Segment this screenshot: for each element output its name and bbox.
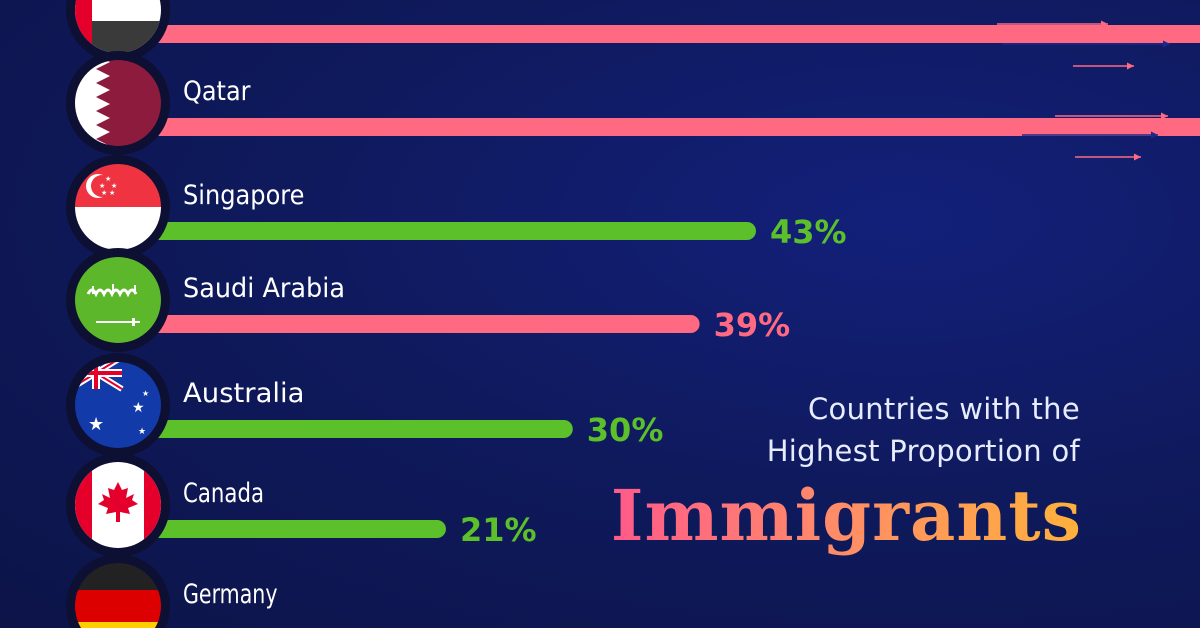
bar-singapore — [150, 222, 756, 240]
uae-flag-icon — [66, 0, 170, 62]
canada-flag-icon — [66, 453, 170, 557]
country-label: Qatar — [183, 76, 251, 107]
value-label: 30% — [587, 411, 664, 449]
svg-text:★: ★ — [142, 389, 149, 398]
country-label: Australia — [183, 378, 305, 409]
country-label: Canada — [183, 478, 264, 509]
australia-flag-icon: ★ ★ ★ ★ — [66, 353, 170, 457]
overflow-arrow — [1055, 112, 1168, 120]
svg-text:★: ★ — [99, 182, 105, 190]
qatar-flag-icon — [66, 51, 170, 155]
saudi-arabia-flag-icon — [66, 248, 170, 352]
overflow-arrow — [997, 20, 1108, 28]
country-label: Germany — [183, 579, 278, 610]
svg-text:★: ★ — [101, 189, 107, 197]
value-label: 39% — [714, 306, 791, 344]
singapore-flag-icon: ★ ★ ★ ★ ★ — [66, 155, 170, 259]
country-label: Singapore — [183, 180, 305, 211]
overflow-arrow — [1002, 40, 1170, 48]
overflow-arrow — [1073, 62, 1134, 70]
chart-heading: Countries with the Highest Proportion of — [767, 388, 1080, 472]
bar-uae — [150, 25, 1200, 43]
value-label: 21% — [460, 511, 537, 549]
germany-flag-icon — [66, 554, 170, 628]
overflow-arrow — [1075, 153, 1141, 161]
svg-text:★: ★ — [111, 182, 117, 190]
bar-qatar — [150, 118, 1200, 136]
svg-text:★: ★ — [132, 400, 145, 416]
country-label: Saudi Arabia — [183, 273, 345, 304]
bar-saudi-arabia — [150, 315, 700, 333]
svg-text:★: ★ — [88, 414, 104, 435]
bar-australia — [150, 420, 573, 438]
heading-line-1: Countries with the — [807, 392, 1080, 426]
overflow-arrow — [1022, 131, 1158, 139]
heading-line-2: Highest Proportion of — [766, 434, 1080, 468]
svg-text:★: ★ — [105, 175, 111, 183]
svg-text:★: ★ — [109, 189, 115, 197]
value-label: 43% — [770, 213, 847, 251]
svg-text:★: ★ — [138, 427, 146, 437]
chart-headline: Immigrants — [610, 474, 1082, 557]
bar-canada — [150, 520, 446, 538]
